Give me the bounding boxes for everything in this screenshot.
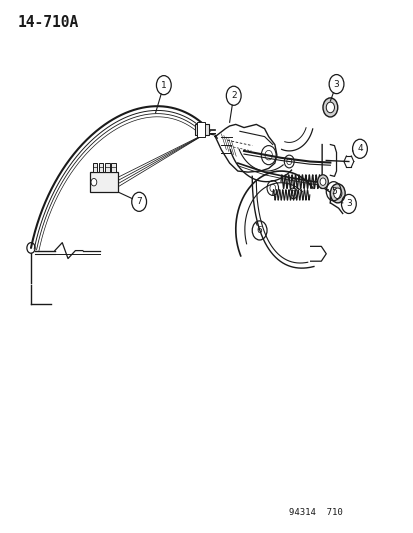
Circle shape (325, 102, 334, 113)
Bar (90, 172, 117, 192)
Circle shape (330, 184, 344, 203)
Text: 94314  710: 94314 710 (289, 508, 342, 517)
Bar (197, 122, 205, 137)
Bar (99, 163, 103, 172)
Text: 7: 7 (136, 197, 142, 206)
Bar (105, 163, 109, 172)
Text: 3: 3 (345, 199, 351, 208)
Bar (195, 124, 208, 135)
Bar (111, 163, 115, 172)
Circle shape (317, 175, 328, 189)
Text: 4: 4 (356, 144, 362, 154)
Text: 3: 3 (333, 79, 339, 88)
Text: 14-710A: 14-710A (18, 14, 79, 30)
Text: 5: 5 (330, 187, 336, 196)
Circle shape (319, 178, 325, 185)
Bar (93, 163, 97, 172)
Circle shape (91, 179, 97, 186)
Circle shape (322, 98, 337, 117)
Text: 6: 6 (256, 226, 262, 235)
Text: 1: 1 (161, 80, 166, 90)
Text: 2: 2 (230, 91, 236, 100)
Circle shape (333, 188, 341, 199)
